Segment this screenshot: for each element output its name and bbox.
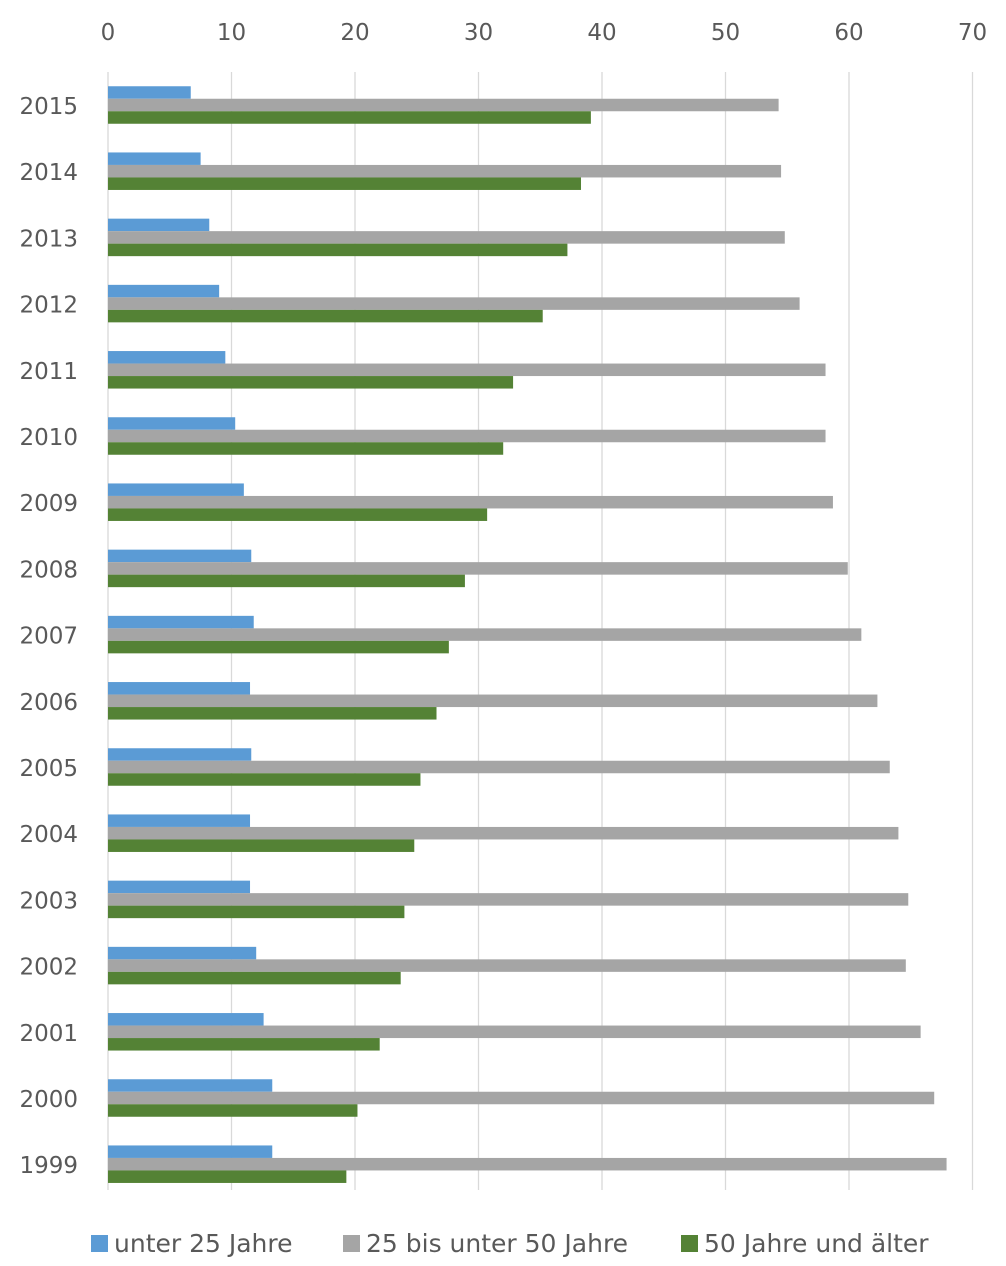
bar [108, 508, 488, 521]
x-tick-label: 20 [340, 20, 369, 46]
bar [108, 429, 826, 443]
bars [108, 86, 947, 1183]
y-category-label: 2002 [19, 955, 78, 981]
bar [108, 442, 504, 455]
bar [108, 1145, 273, 1158]
bar [108, 1091, 935, 1105]
bar [108, 880, 251, 894]
bar [108, 1079, 273, 1092]
bar [108, 177, 582, 190]
x-tick-label: 60 [834, 20, 863, 46]
bar [108, 1038, 380, 1051]
y-category-label: 2005 [19, 756, 78, 782]
y-axis-category-labels: 2015 2014 2013 2012 2011 2010 2009 2008 2007 2006… [19, 94, 78, 1179]
legend-entry: 25 bis unter 50 Jahre [366, 1229, 628, 1258]
y-category-label: 2012 [19, 293, 78, 319]
bar [108, 98, 779, 112]
y-category-label: 2010 [19, 425, 78, 451]
x-tick-label: 0 [101, 20, 116, 46]
y-category-label: 1999 [19, 1153, 78, 1179]
bar [108, 417, 236, 430]
bar [108, 905, 405, 919]
bar [108, 628, 862, 641]
y-category-label: 2009 [19, 491, 78, 517]
x-tick-label: 40 [587, 20, 616, 46]
bar [108, 1157, 947, 1171]
bar [108, 363, 826, 377]
bar [108, 615, 254, 629]
bar [108, 351, 226, 364]
bar [108, 562, 848, 575]
bar [108, 959, 906, 972]
legend-swatch [343, 1235, 360, 1252]
bar [108, 297, 800, 310]
bar [108, 1025, 921, 1039]
bar [108, 748, 252, 761]
y-category-label: 2003 [19, 888, 78, 914]
y-category-label: 2000 [19, 1087, 78, 1113]
legend: unter 25 Jahre 25 bis unter 50 Jahre 50 Ja… [91, 1229, 929, 1258]
bar [108, 971, 401, 985]
bar [108, 694, 878, 708]
bar [108, 284, 220, 298]
bar [108, 1013, 264, 1026]
y-category-label: 2008 [19, 557, 78, 583]
x-tick-label: 10 [217, 20, 246, 46]
bar [108, 495, 833, 509]
bar [108, 549, 252, 563]
y-category-label: 2001 [19, 1021, 78, 1047]
y-category-label: 2011 [19, 359, 78, 385]
bar [108, 218, 210, 232]
legend-swatch [681, 1235, 698, 1252]
bar [108, 773, 421, 786]
bar [108, 893, 909, 906]
x-tick-label: 50 [711, 20, 740, 46]
bar [108, 483, 244, 496]
bar [108, 86, 191, 99]
y-category-label: 2014 [19, 160, 78, 186]
bar [108, 376, 514, 389]
y-category-label: 2004 [19, 822, 78, 848]
bar [108, 152, 201, 165]
bar [108, 111, 591, 124]
y-category-label: 2015 [19, 94, 78, 120]
bar [108, 1170, 347, 1183]
x-tick-label: 70 [958, 20, 987, 46]
bar [108, 760, 890, 774]
legend-entry: 50 Jahre und älter [704, 1229, 929, 1258]
x-tick-label: 30 [464, 20, 493, 46]
bar [108, 243, 568, 257]
y-category-label: 2006 [19, 690, 78, 716]
legend-entry: unter 25 Jahre [114, 1229, 293, 1258]
bar [108, 826, 899, 840]
bar [108, 164, 782, 178]
bar [108, 707, 437, 720]
bar [108, 839, 415, 852]
bar [108, 1104, 358, 1117]
bar [108, 309, 543, 323]
bar [108, 682, 251, 695]
bar [108, 574, 465, 588]
bar [108, 231, 785, 244]
bar [108, 640, 449, 654]
y-category-label: 2007 [19, 624, 78, 650]
bar [108, 814, 251, 827]
bar [108, 946, 257, 960]
legend-swatch [91, 1235, 108, 1252]
y-category-label: 2013 [19, 226, 78, 252]
x-axis-tick-labels: 0 10 20 30 40 50 60 70 [101, 20, 987, 46]
